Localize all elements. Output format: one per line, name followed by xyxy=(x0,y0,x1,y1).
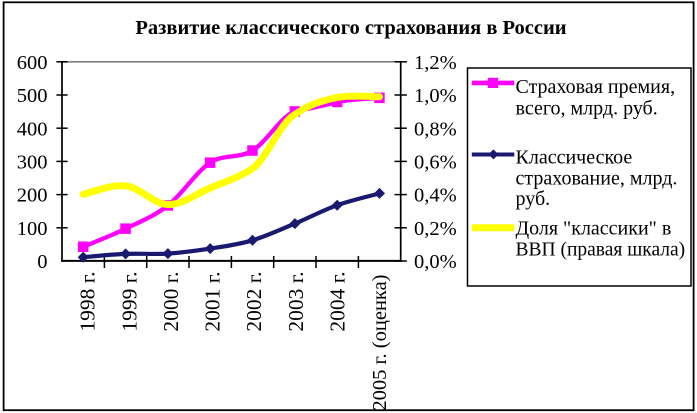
svg-text:0,0%: 0,0% xyxy=(414,251,457,273)
svg-text:200: 200 xyxy=(17,185,48,207)
svg-text:страхование, млрд.: страхование, млрд. xyxy=(516,168,678,190)
svg-text:1998 г.: 1998 г. xyxy=(76,272,100,332)
svg-text:Развитие классического страхов: Развитие классического страхования в Рос… xyxy=(135,17,566,39)
svg-text:ВВП (правая шкала): ВВП (правая шкала) xyxy=(516,240,686,261)
svg-text:2002 г.: 2002 г. xyxy=(242,272,266,332)
svg-text:1999 г.: 1999 г. xyxy=(117,272,141,332)
svg-text:Страховая премия,: Страховая премия, xyxy=(516,76,676,98)
svg-text:2000 г.: 2000 г. xyxy=(159,272,183,332)
svg-text:2001 г.: 2001 г. xyxy=(201,272,225,332)
svg-text:2004 г.: 2004 г. xyxy=(325,272,349,332)
svg-text:500: 500 xyxy=(17,85,48,107)
svg-text:руб.: руб. xyxy=(516,188,551,210)
svg-text:Доля "классики" в: Доля "классики" в xyxy=(516,218,672,240)
svg-text:1,2%: 1,2% xyxy=(414,52,457,74)
svg-text:0,4%: 0,4% xyxy=(414,185,457,207)
svg-text:1,0%: 1,0% xyxy=(414,85,457,107)
svg-text:400: 400 xyxy=(17,118,48,140)
svg-text:2005 г. (оценка): 2005 г. (оценка) xyxy=(369,275,391,411)
svg-text:всего, млрд. руб.: всего, млрд. руб. xyxy=(516,98,658,120)
svg-text:100: 100 xyxy=(17,218,48,240)
svg-text:Классическое: Классическое xyxy=(516,147,633,169)
svg-text:600: 600 xyxy=(17,52,48,74)
svg-text:0: 0 xyxy=(37,251,47,273)
svg-text:2003 г.: 2003 г. xyxy=(284,272,308,332)
svg-text:0,8%: 0,8% xyxy=(414,118,457,140)
svg-text:0,6%: 0,6% xyxy=(414,152,457,174)
svg-text:0,2%: 0,2% xyxy=(414,218,457,240)
svg-text:300: 300 xyxy=(17,152,48,174)
